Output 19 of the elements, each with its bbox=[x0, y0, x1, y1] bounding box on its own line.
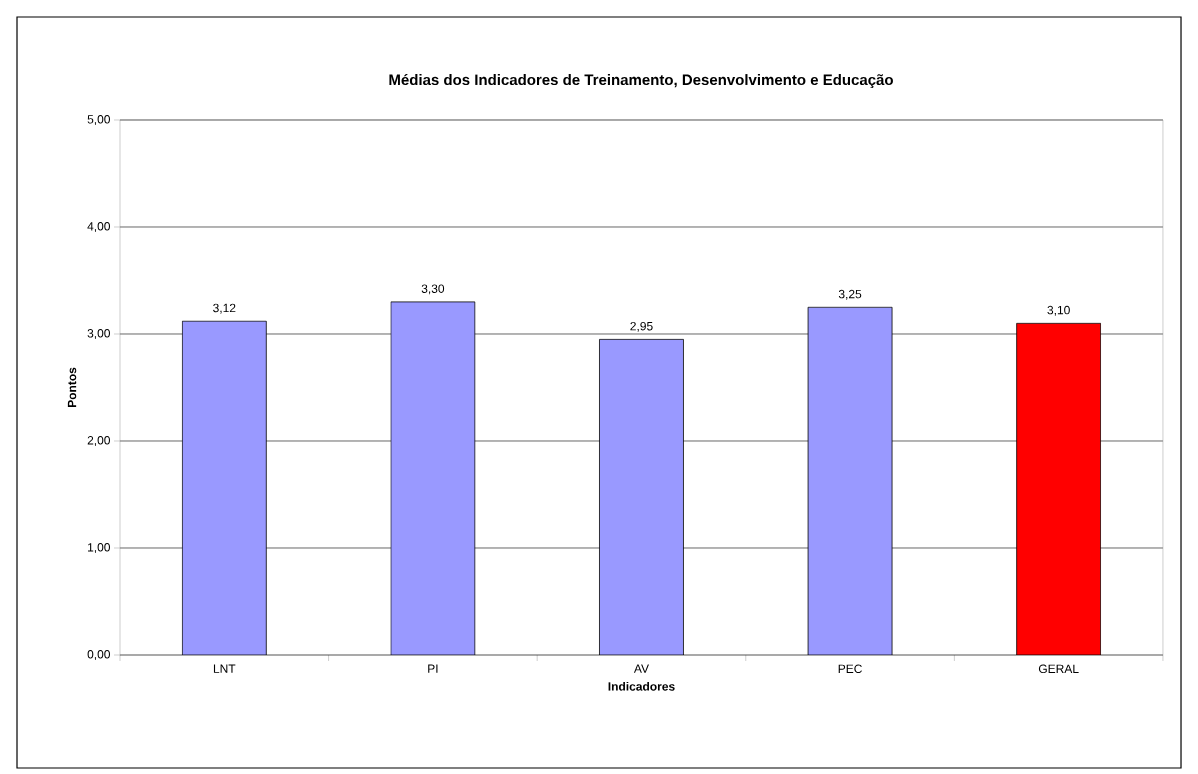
x-tick-label: PEC bbox=[838, 664, 862, 674]
x-tick-label: LNT bbox=[213, 664, 236, 673]
y-axis-title: Pontos bbox=[67, 367, 77, 408]
x-tick-label: GERAL bbox=[1038, 664, 1079, 674]
y-tick-label: 1,00 bbox=[88, 543, 111, 553]
data-label: 2,95 bbox=[630, 321, 653, 332]
data-label: 3,12 bbox=[213, 303, 236, 314]
x-axis-title: Indicadores bbox=[608, 681, 675, 691]
x-tick-label: AV bbox=[633, 664, 649, 673]
y-tick-label: 3,00 bbox=[87, 329, 111, 339]
chart-title: Médias dos Indicadores de Treinamento, Desenvolvimento e Educação bbox=[389, 73, 893, 89]
data-label: 3,10 bbox=[1047, 305, 1070, 316]
y-tick-label: 0,00 bbox=[87, 650, 111, 660]
data-label: 3,30 bbox=[421, 284, 445, 295]
y-tick-label: 4,00 bbox=[87, 222, 111, 232]
y-tick-label: 5,00 bbox=[87, 115, 111, 125]
y-tick-label: 2,00 bbox=[87, 436, 111, 446]
x-tick-label: PI bbox=[428, 664, 438, 673]
data-label: 3,25 bbox=[838, 289, 862, 300]
